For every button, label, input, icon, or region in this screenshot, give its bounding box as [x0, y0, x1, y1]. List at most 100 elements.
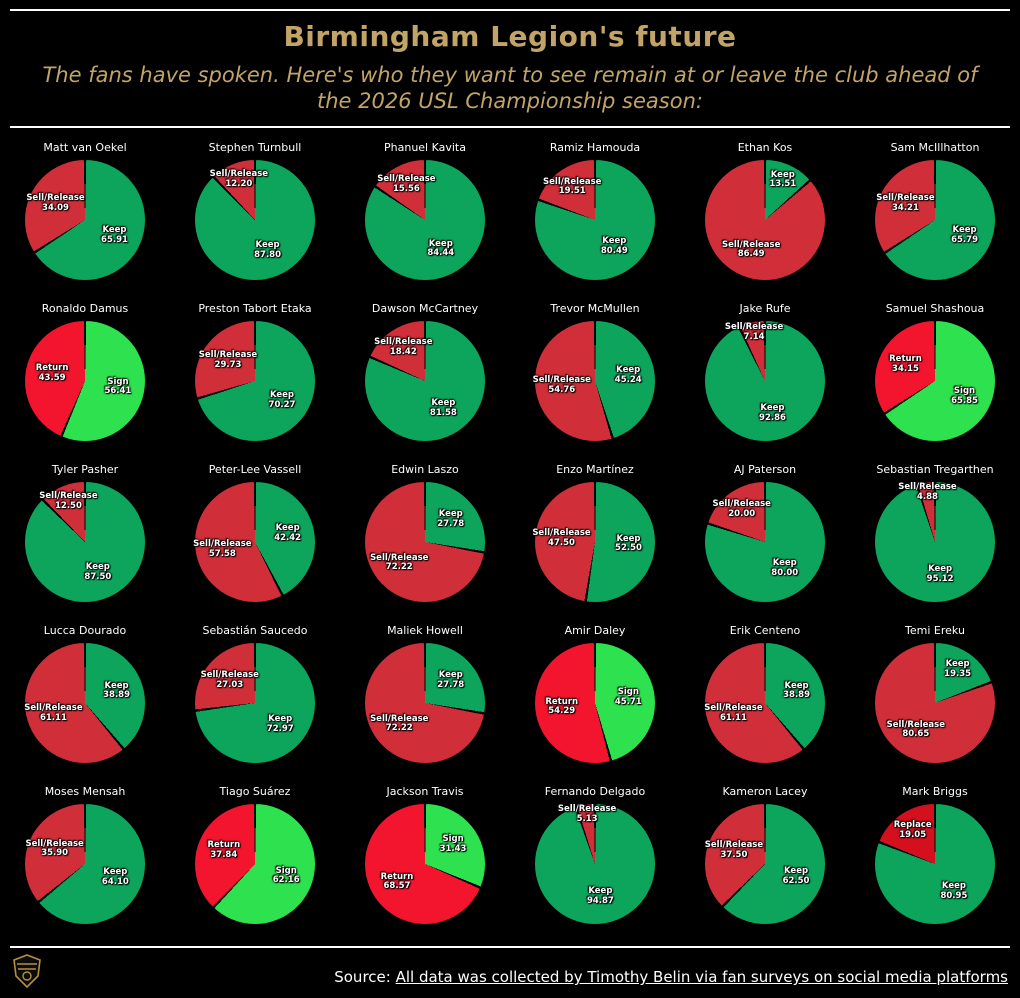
player-chart-cell: Ethan Kos Sell/Release 86.49 Keep 13.51 [680, 140, 850, 301]
pie-slice-label: Sell/Release 12.50 [39, 491, 98, 512]
pie-slice-label: Sell/Release 29.73 [198, 350, 258, 371]
pie-slice-label: Return 68.57 [380, 871, 414, 892]
page-subtitle: The fans have spoken. Here's who they wa… [42, 63, 978, 114]
player-chart-cell: Fernando Delgado Sell/Release 5.13 Keep 94.… [510, 784, 680, 945]
pie-slice-label: Keep 65.79 [951, 225, 978, 245]
pie-slice-label: Keep 27.78 [437, 509, 465, 530]
player-chart-cell: Stephen Turnbull Sell/Release 12.20 Keep 87… [170, 140, 340, 301]
pie-chart: Sell/Release 12.50 Keep 87.50 [25, 482, 145, 602]
source-link[interactable]: All data was collected by Timothy Belin … [395, 968, 1008, 986]
player-name: Preston Tabort Etaka [198, 302, 312, 315]
pie-slice-label: Keep 38.89 [103, 680, 131, 701]
player-chart-cell: Dawson McCartney Sell/Release 18.42 Keep 81… [340, 301, 510, 462]
pie-slice-label: Keep 13.51 [769, 169, 797, 190]
player-chart-cell: Preston Tabort Etaka Sell/Release 29.73 Ke… [170, 301, 340, 462]
player-chart-cell: Trevor McMullen Sell/Release 54.76 Keep 45.… [510, 301, 680, 462]
pie-slice-label: Keep 19.35 [944, 659, 972, 680]
player-chart-cell: Sebastian Tregarthen Sell/Release 4.88 Kee… [850, 462, 1020, 623]
player-chart-cell: Maliek Howell Sell/Release 72.22 Keep 27.78 [340, 623, 510, 784]
player-chart-cell: Erik Centeno Sell/Release 61.11 Keep 38.89 [680, 623, 850, 784]
pie-chart: Sell/Release 34.21 Keep 65.79 [875, 160, 995, 280]
pie-slice-label: Keep 62.50 [782, 866, 810, 886]
pie-chart: Sell/Release 86.49 Keep 13.51 [705, 160, 825, 280]
pie-chart: Sell/Release 47.50 Keep 52.50 [532, 482, 655, 602]
pie-chart: Sell/Release 12.20 Keep 87.80 [195, 160, 315, 280]
player-name: Sam McIllhatton [890, 141, 980, 154]
pie-chart: Sell/Release 61.11 Keep 38.89 [704, 643, 825, 763]
player-name: Enzo Martínez [556, 463, 634, 476]
pie-slice-label: Sell/Release 34.21 [876, 193, 935, 213]
player-chart-cell: Amir Daley Return 54.29 Sign 45.71 [510, 623, 680, 784]
pie-chart: Sell/Release 27.03 Keep 72.97 [195, 643, 315, 763]
pie-slice-label: Sell/Release 86.49 [721, 239, 781, 260]
pie-slice-label: Sell/Release 19.51 [543, 176, 602, 197]
pie-slice-label: Sign 31.43 [439, 834, 467, 855]
pie-slice-label: Keep 94.87 [586, 886, 614, 907]
pie-slice-label: Keep 84.44 [427, 238, 455, 259]
player-chart-cell: Peter-Lee Vassell Sell/Release 57.58 Keep 4… [170, 462, 340, 623]
player-chart-cell: Samuel Shashoua Return 34.15 Sign 65.85 [850, 301, 1020, 462]
pie-chart: Sell/Release 5.13 Keep 94.87 [535, 804, 655, 924]
player-chart-cell: Ronaldo Damus Return 43.59 Sign 56.41 [0, 301, 170, 462]
pie-slice-label: Keep 52.50 [615, 533, 642, 554]
pie-slice-label: Keep 38.89 [783, 680, 811, 701]
pie-chart: Sell/Release 80.65 Keep 19.35 [875, 643, 995, 763]
pie-chart: Sell/Release 34.09 Keep 65.91 [25, 160, 145, 280]
player-chart-cell: Kameron Lacey Sell/Release 37.50 Keep 62.50 [680, 784, 850, 945]
footer-divider [10, 946, 1010, 948]
pie-chart: Sell/Release 15.56 Keep 84.44 [365, 160, 485, 280]
pie-chart: Sell/Release 7.14 Keep 92.86 [705, 321, 825, 441]
pie-slice-label: Keep 87.80 [254, 240, 282, 261]
pie-slice-label: Keep 92.86 [759, 402, 786, 423]
pie-slice-label: Replace 19.05 [893, 820, 932, 841]
pie-slice-label: Return 34.15 [889, 354, 922, 374]
player-chart-cell: Sebastián Saucedo Sell/Release 27.03 Keep 7… [170, 623, 340, 784]
top-divider [10, 9, 1010, 11]
pie-chart: Sell/Release 29.73 Keep 70.27 [195, 321, 315, 441]
player-name: Matt van Oekel [43, 141, 127, 154]
pie-slice-label: Sell/Release 72.22 [370, 713, 429, 734]
pie-slice-label: Return 54.29 [545, 696, 579, 717]
pie-slice-label: Sell/Release 54.76 [532, 375, 591, 395]
pie-slice-label: Sign 65.85 [951, 386, 978, 407]
player-name: Edwin Laszo [391, 463, 459, 476]
pie-chart: Sell/Release 61.11 Keep 38.89 [24, 643, 145, 763]
pie-chart: Replace 19.05 Keep 80.95 [875, 804, 995, 924]
pie-slice-label: Keep 45.24 [614, 365, 642, 385]
pie-slice-label: Keep 95.12 [926, 564, 954, 585]
pie-slice-label: Sell/Release 57.58 [193, 539, 252, 559]
pie-slice-label: Sell/Release 15.56 [377, 174, 436, 195]
pie-chart: Sell/Release 18.42 Keep 81.58 [365, 321, 485, 441]
player-name: AJ Paterson [733, 463, 797, 476]
player-name: Sebastián Saucedo [202, 624, 308, 637]
pie-chart: Sell/Release 20.00 Keep 80.00 [705, 482, 825, 602]
player-name: Tiago Suárez [219, 785, 291, 798]
pie-slice-label: Keep 64.10 [101, 867, 129, 888]
pie-slice-label: Sell/Release 20.00 [712, 499, 771, 519]
pie-slice-label: Keep 87.50 [84, 562, 112, 583]
player-chart-cell: Edwin Laszo Sell/Release 72.22 Keep 27.78 [340, 462, 510, 623]
player-chart-cell: Lucca Dourado Sell/Release 61.11 Keep 38.89 [0, 623, 170, 784]
pie-slice-label: Keep 65.91 [101, 225, 128, 246]
player-name: Dawson McCartney [371, 302, 479, 315]
player-name: Temi Ereku [905, 624, 965, 637]
player-chart-cell: Ramiz Hamouda Sell/Release 19.51 Keep 80.49 [510, 140, 680, 301]
player-chart-cell: Jake Rufe Sell/Release 7.14 Keep 92.86 [680, 301, 850, 462]
pie-slice-label: Sell/Release 12.20 [209, 169, 269, 189]
pie-chart: Sell/Release 19.51 Keep 80.49 [535, 160, 655, 280]
source-prefix: Source: [334, 968, 396, 986]
player-name: Mark Briggs [902, 785, 968, 798]
pie-chart: Sell/Release 35.90 Keep 64.10 [25, 804, 145, 924]
pie-slice-label: Sell/Release 61.11 [24, 703, 83, 724]
charts-grid: Matt van Oekel Sell/Release 34.09 Keep 65.9… [0, 140, 1020, 945]
player-name: Erik Centeno [729, 624, 801, 637]
birmingham-legion-logo [13, 954, 41, 988]
player-name: Maliek Howell [387, 624, 463, 637]
source-note: Source: All data was collected by Timoth… [334, 968, 1008, 986]
player-chart-cell: Mark Briggs Replace 19.05 Keep 80.95 [850, 784, 1020, 945]
player-chart-cell: Enzo Martínez Sell/Release 47.50 Keep 52.50 [510, 462, 680, 623]
player-name: Tyler Pasher [51, 463, 119, 476]
player-chart-cell: Sam McIllhatton Sell/Release 34.21 Keep 65.… [850, 140, 1020, 301]
header-divider [10, 126, 1010, 128]
